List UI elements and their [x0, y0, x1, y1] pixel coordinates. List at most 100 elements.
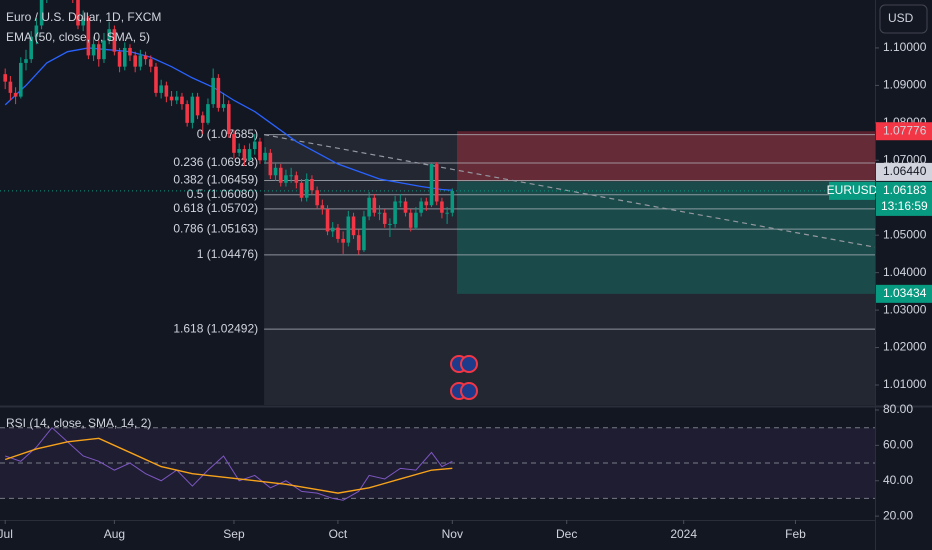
fib-label: 0.5 (1.06080) [187, 187, 258, 201]
candle-body [273, 167, 278, 176]
candle-body [91, 44, 96, 56]
candle-body [117, 51, 122, 67]
candle-body [122, 47, 127, 67]
candle-body [148, 59, 153, 67]
y-tick-label: 1.10000 [883, 40, 927, 54]
candle-body [242, 149, 247, 161]
candle-body [403, 201, 408, 213]
candle-body [388, 223, 392, 225]
candle-body [211, 77, 215, 105]
trend-line [264, 134, 876, 248]
y-tick-label: 20.00 [883, 508, 913, 522]
candle-body [159, 85, 163, 93]
fib-label: 1.618 (1.02492) [173, 321, 258, 335]
candle-body [393, 201, 397, 224]
candle-body [336, 227, 340, 239]
candle-body [39, 0, 44, 26]
symbol-label: EURUSD [827, 183, 878, 197]
candle-body [29, 36, 33, 60]
candle-body [258, 141, 262, 161]
candle-body [96, 44, 101, 60]
candle-body [346, 216, 351, 243]
ema-line [4, 47, 453, 191]
y-tick-label: 1.01000 [883, 377, 927, 391]
candle-body [299, 182, 304, 198]
candle-body [268, 152, 273, 176]
candle-body [237, 149, 241, 153]
target-price-box [876, 284, 932, 303]
candle-body [226, 104, 231, 135]
y-tick-label: 40.00 [883, 473, 913, 487]
last-price-box [876, 181, 932, 216]
candle-body [414, 212, 418, 228]
y-tick-label: 1.04000 [883, 265, 927, 279]
rsi-title: RSI (14, close, SMA, 14, 2) [6, 416, 151, 430]
candle-body [315, 190, 319, 206]
x-tick-label: Feb [785, 527, 806, 541]
last-price-label: 1.06183 [883, 183, 927, 197]
candle-body [8, 81, 13, 93]
event-icon[interactable] [460, 382, 478, 400]
candle-body [278, 167, 283, 183]
candle-body [185, 104, 189, 123]
candle-body [13, 92, 18, 97]
candle-body [174, 96, 179, 101]
target-zone [456, 181, 875, 294]
candle-body [180, 96, 184, 105]
x-tick-label: Dec [556, 527, 577, 541]
candle-body [362, 216, 366, 251]
x-tick-label: Oct [329, 527, 348, 541]
candle-body [143, 55, 148, 60]
y-tick-label: 1.02000 [883, 340, 927, 354]
candle-body [164, 85, 169, 97]
candle-body [81, 17, 85, 26]
candle-body [450, 191, 455, 213]
countdown-label: 13:16:59 [881, 199, 928, 213]
x-tick-label: Jul [0, 527, 13, 541]
candle-body [356, 235, 361, 251]
candle-body [330, 227, 335, 232]
candle-body [341, 238, 345, 243]
candle-body [429, 164, 434, 206]
currency-button[interactable] [879, 4, 928, 34]
candle-body [138, 55, 143, 67]
candle-body [221, 104, 226, 108]
candle-body [252, 141, 257, 150]
y-tick-label: 1.09000 [883, 78, 927, 92]
candle-body [206, 104, 210, 123]
candle-body [190, 96, 195, 123]
candle-body [263, 152, 267, 161]
candle-body [320, 205, 325, 209]
candle-body [76, 0, 80, 26]
candle-body [289, 175, 293, 177]
candle-body [304, 179, 309, 198]
target-price-label: 1.03434 [883, 286, 927, 300]
y-tick-label: 1.03000 [883, 302, 927, 316]
candle-body [18, 62, 23, 97]
candle-body [3, 74, 7, 82]
candle-body [284, 175, 288, 183]
candle-body [154, 66, 158, 93]
candle-body [445, 212, 449, 214]
indicator-label: EMA (50, close, 0, SMA, 5) [6, 30, 150, 44]
candle-body [294, 175, 299, 183]
y-tick-label: 60.00 [883, 438, 913, 452]
candle-body [133, 55, 137, 67]
candle-body [351, 216, 356, 236]
candle-body [325, 208, 330, 232]
candle-body [34, 25, 39, 37]
currency-label[interactable]: USD [888, 11, 914, 25]
stop-zone [456, 131, 875, 182]
x-tick-label: 2024 [670, 527, 697, 541]
event-icon[interactable] [460, 355, 478, 373]
candle-body [372, 197, 377, 213]
candle-body [434, 164, 439, 202]
candle-body [398, 201, 403, 203]
candle-body [232, 134, 236, 153]
candle-body [24, 59, 28, 63]
fib-label: 1 (1.04476) [197, 247, 258, 261]
rsi-line [5, 426, 453, 501]
x-tick-label: Sep [223, 527, 245, 541]
